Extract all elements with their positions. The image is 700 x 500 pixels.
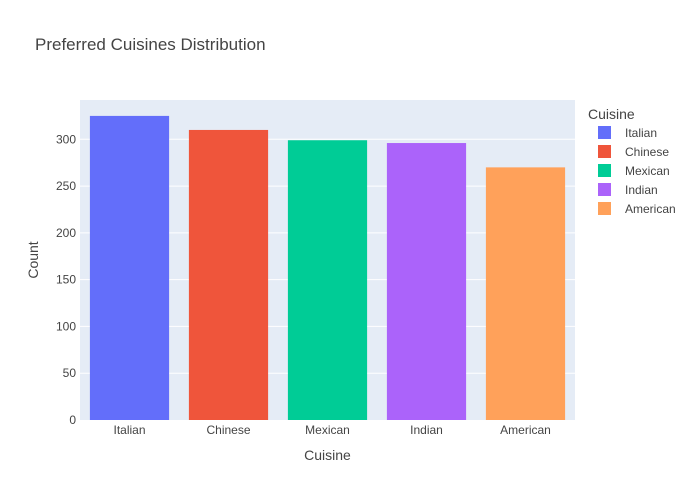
y-tick-label: 100 xyxy=(56,319,76,333)
legend-label: Mexican xyxy=(625,164,670,178)
legend-swatch xyxy=(598,126,611,139)
legend-item-chinese[interactable]: Chinese xyxy=(598,145,669,159)
y-tick-label: 0 xyxy=(69,413,76,427)
legend-title: Cuisine xyxy=(588,106,635,122)
x-tick-label: Mexican xyxy=(305,423,350,437)
legend-item-indian[interactable]: Indian xyxy=(598,183,658,197)
y-tick-label: 150 xyxy=(56,273,76,287)
x-tick-label: Italian xyxy=(113,423,145,437)
chart-title: Preferred Cuisines Distribution xyxy=(35,35,266,54)
legend-swatch xyxy=(598,164,611,177)
x-axis-ticks: Italian Chinese Mexican Indian American xyxy=(113,423,550,437)
y-axis-ticks: 0 50 100 150 200 250 300 xyxy=(56,132,76,427)
legend-label: American xyxy=(625,202,676,216)
y-tick-label: 250 xyxy=(56,179,76,193)
y-tick-label: 300 xyxy=(56,132,76,146)
x-tick-label: Chinese xyxy=(206,423,250,437)
legend-swatch xyxy=(598,183,611,196)
y-tick-label: 50 xyxy=(63,366,77,380)
legend-items: Italian Chinese Mexican Indian American xyxy=(598,126,676,216)
legend-label: Indian xyxy=(625,183,658,197)
legend-label: Chinese xyxy=(625,145,669,159)
bars xyxy=(89,115,566,420)
y-axis-title: Count xyxy=(25,241,41,278)
legend-swatch xyxy=(598,202,611,215)
bar-chinese[interactable] xyxy=(188,129,269,420)
bar-indian[interactable] xyxy=(386,143,467,420)
legend-item-american[interactable]: American xyxy=(598,202,676,216)
bar-american[interactable] xyxy=(485,167,566,420)
legend-item-italian[interactable]: Italian xyxy=(598,126,657,140)
legend-swatch xyxy=(598,145,611,158)
y-tick-label: 200 xyxy=(56,226,76,240)
legend-item-mexican[interactable]: Mexican xyxy=(598,164,670,178)
bar-mexican[interactable] xyxy=(287,140,368,420)
legend[interactable]: Cuisine Italian Chinese Mexican Indian Ameri… xyxy=(588,106,676,216)
x-axis-title: Cuisine xyxy=(304,447,351,463)
x-tick-label: Indian xyxy=(410,423,443,437)
x-tick-label: American xyxy=(500,423,551,437)
legend-label: Italian xyxy=(625,126,657,140)
bar-italian[interactable] xyxy=(89,115,170,420)
